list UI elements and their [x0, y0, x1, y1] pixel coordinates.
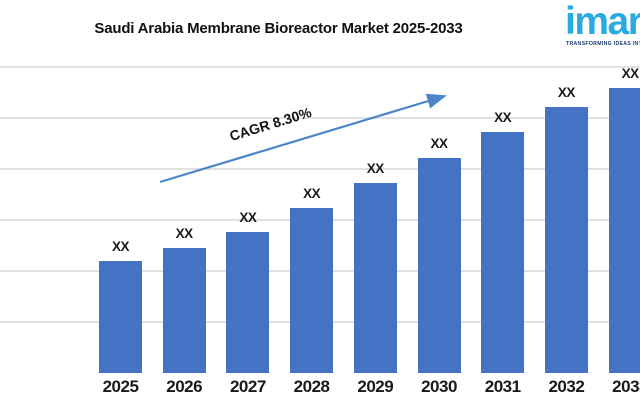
x-axis-label-2033: 2033	[612, 377, 640, 396]
imarc-logo: imarc TRANSFORMING IDEAS INT	[563, 1, 640, 53]
bar-value-label-2032: XX	[557, 85, 576, 101]
x-axis-label-2032: 2032	[548, 377, 585, 396]
bar-value-label-2029: XX	[366, 161, 385, 177]
bar-value-label-2026: XX	[175, 225, 194, 241]
bar-2033	[608, 88, 640, 373]
imarc-logo-tagline: TRANSFORMING IDEAS INT	[566, 41, 640, 47]
x-axis-label-2026: 2026	[166, 377, 203, 396]
gridline	[0, 66, 640, 68]
bar-2031	[481, 131, 525, 373]
x-axis-label-2025: 2025	[102, 377, 139, 396]
bar-2025	[99, 261, 142, 373]
bar-2026	[162, 247, 206, 373]
bar-2030	[417, 158, 461, 373]
bar-2028	[290, 208, 334, 373]
chart-title: Saudi Arabia Membrane Bioreactor Market …	[94, 20, 463, 37]
bar-value-label-2031: XX	[494, 109, 512, 125]
x-axis-label-2031: 2031	[484, 377, 521, 396]
bar-value-label-2025: XX	[111, 239, 130, 255]
x-axis-label-2027: 2027	[229, 377, 266, 396]
bar-2027	[226, 231, 270, 373]
x-axis-label-2029: 2029	[357, 377, 394, 396]
x-axis-label-2028: 2028	[293, 377, 330, 396]
bar-value-label-2027: XX	[239, 209, 257, 225]
x-axis-label-2030: 2030	[421, 377, 457, 396]
bar-value-label-2028: XX	[303, 186, 321, 202]
bar-2029	[353, 183, 397, 373]
imarc-logo-text: imarc	[565, 1, 640, 43]
bar-value-label-2030: XX	[430, 136, 448, 152]
plot-area: XX 2025 XX 2026 XX 2027 XX 2028 XX 2029 XX 2030 XX 20…	[0, 66, 640, 396]
bar-value-label-2033: XX	[621, 66, 640, 82]
bar-2032	[544, 107, 588, 373]
